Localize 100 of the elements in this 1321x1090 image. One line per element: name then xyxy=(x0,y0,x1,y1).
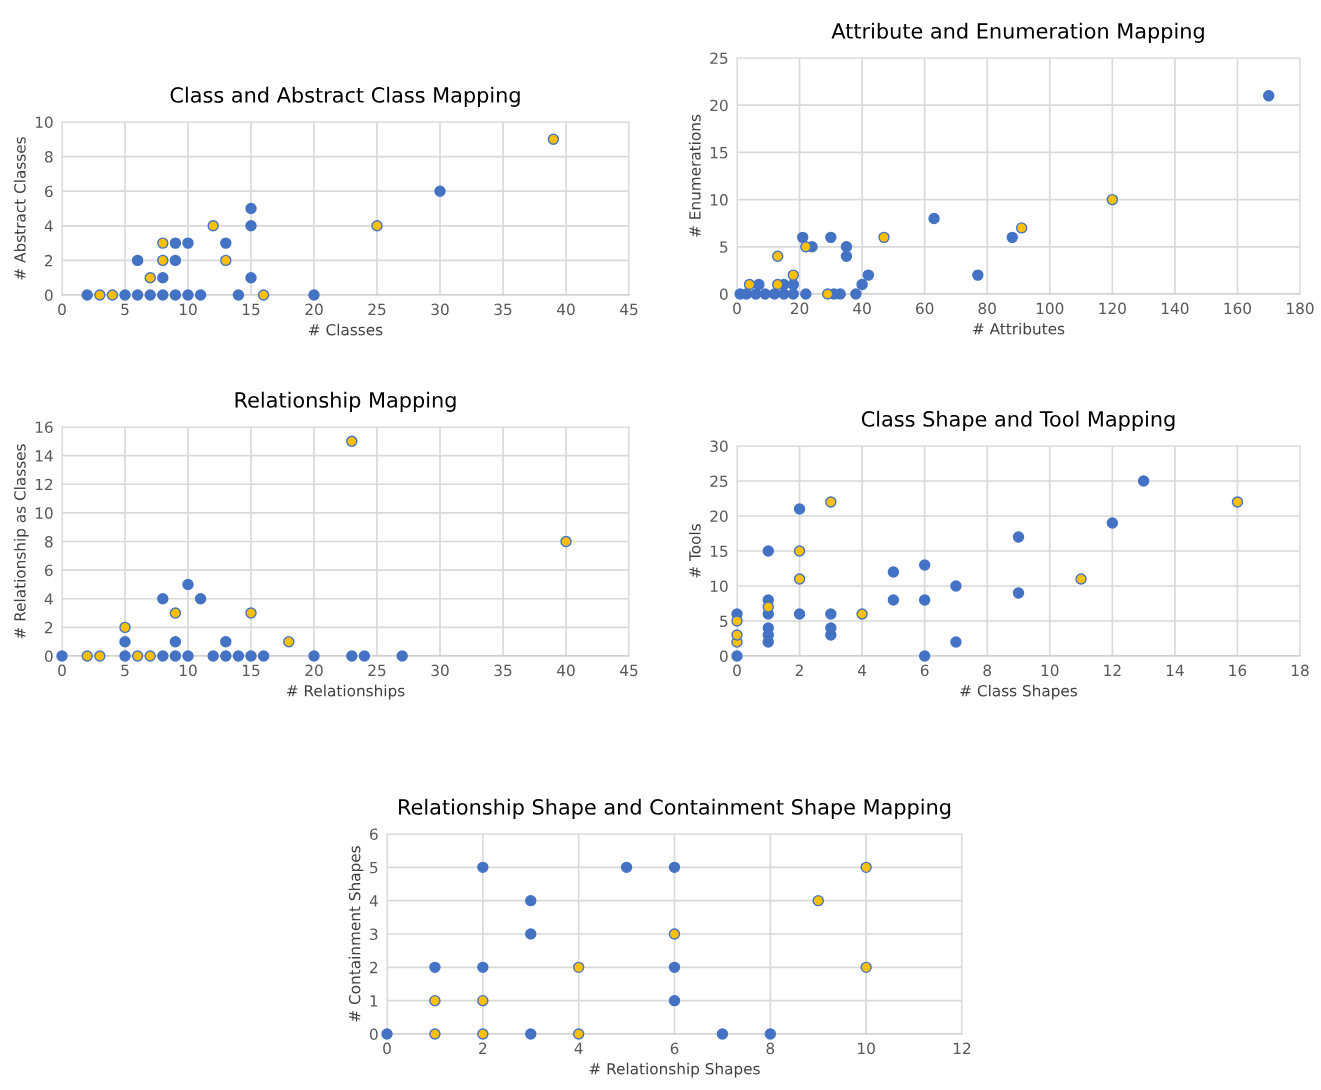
point xyxy=(220,237,232,249)
point xyxy=(800,241,812,253)
point xyxy=(194,593,207,605)
x-tick-label: 6 xyxy=(670,1042,679,1055)
point xyxy=(94,289,106,301)
point xyxy=(182,237,194,249)
chart-title: Class and Abstract Class Mapping xyxy=(170,86,520,107)
point xyxy=(207,650,219,662)
y-tick-label: 6 xyxy=(45,185,53,198)
point xyxy=(194,289,207,301)
x-tick-label: 15 xyxy=(242,303,260,316)
y-tick-label: 12 xyxy=(35,478,53,491)
x-tick-label: 6 xyxy=(920,664,929,677)
point xyxy=(477,1028,489,1040)
point xyxy=(860,861,872,874)
point xyxy=(716,1028,729,1040)
point xyxy=(245,271,257,284)
point xyxy=(346,435,358,448)
point xyxy=(144,271,156,284)
point xyxy=(856,278,868,291)
x-axis-title: # Classes xyxy=(309,323,383,336)
point xyxy=(245,650,257,662)
point xyxy=(547,133,560,146)
point xyxy=(731,650,743,662)
point xyxy=(572,1028,585,1040)
x-tick-label: 60 xyxy=(916,302,934,315)
point xyxy=(764,1028,777,1040)
x-tick-label: 4 xyxy=(858,664,867,676)
y-tick-label: 10 xyxy=(710,194,728,206)
point xyxy=(793,573,806,585)
y-axis-title: # Abstract Classes xyxy=(13,137,26,280)
point xyxy=(918,559,931,571)
x-tick-label: 0 xyxy=(733,664,741,677)
point xyxy=(1137,475,1150,487)
point xyxy=(169,607,182,619)
x-tick-label: 10 xyxy=(179,303,197,316)
x-tick-label: 2 xyxy=(795,664,803,676)
y-tick-label: 25 xyxy=(710,52,728,65)
point xyxy=(131,254,144,267)
y-axis-title: # Tools xyxy=(688,524,701,578)
point xyxy=(950,580,962,592)
point xyxy=(560,535,572,548)
y-tick-label: 10 xyxy=(710,580,728,593)
point xyxy=(787,269,800,281)
x-axis-title: # Relationship Shapes xyxy=(589,1062,760,1078)
point xyxy=(731,615,743,627)
point xyxy=(787,288,800,300)
point xyxy=(56,650,68,662)
x-tick-label: 20 xyxy=(790,302,809,315)
point xyxy=(800,288,812,300)
x-tick-label: 140 xyxy=(1161,302,1189,315)
y-tick-label: 15 xyxy=(710,545,728,558)
y-tick-label: 20 xyxy=(710,510,728,523)
point xyxy=(396,650,408,662)
point xyxy=(157,254,169,267)
point xyxy=(771,250,784,262)
chart-title: Relationship Shape and Containment Shape Mapping xyxy=(399,798,951,819)
y-tick-label: 15 xyxy=(710,147,728,159)
point xyxy=(812,894,824,907)
x-tick-label: 20 xyxy=(305,664,323,677)
y-tick-label: 0 xyxy=(44,650,53,663)
x-tick-label: 160 xyxy=(1224,302,1252,315)
chart-title: Attribute and Enumeration Mapping xyxy=(831,22,1204,43)
y-tick-label: 2 xyxy=(370,961,378,974)
y-tick-label: 30 xyxy=(710,440,728,453)
point xyxy=(668,994,681,1007)
point xyxy=(918,650,931,662)
point xyxy=(119,650,131,662)
x-tick-label: 12 xyxy=(953,1042,971,1054)
x-tick-label: 35 xyxy=(494,303,512,316)
point xyxy=(429,994,441,1007)
point xyxy=(525,1028,537,1040)
point xyxy=(796,231,809,244)
point xyxy=(668,961,681,974)
y-tick-label: 2 xyxy=(45,254,53,267)
point xyxy=(157,650,169,662)
y-tick-label: 16 xyxy=(35,421,53,434)
point xyxy=(169,650,182,662)
point xyxy=(106,289,119,301)
y-tick-label: 8 xyxy=(44,151,53,163)
x-tick-label: 16 xyxy=(1229,664,1247,677)
x-tick-label: 0 xyxy=(733,302,741,315)
point xyxy=(840,241,853,253)
point xyxy=(860,961,872,974)
point xyxy=(207,220,219,232)
y-tick-label: 14 xyxy=(35,450,53,462)
y-tick-label: 10 xyxy=(35,507,53,519)
x-axis-title: # Attributes xyxy=(973,322,1065,335)
point xyxy=(131,650,144,662)
y-tick-label: 20 xyxy=(710,99,728,112)
point xyxy=(731,629,743,641)
y-tick-label: 2 xyxy=(45,621,53,634)
y-tick-label: 1 xyxy=(370,995,378,1007)
point xyxy=(918,594,931,606)
x-tick-label: 35 xyxy=(494,664,512,677)
x-tick-label: 100 xyxy=(1036,302,1064,315)
point xyxy=(119,621,131,634)
x-tick-label: 8 xyxy=(983,664,992,677)
point xyxy=(283,635,295,648)
point xyxy=(144,650,156,662)
